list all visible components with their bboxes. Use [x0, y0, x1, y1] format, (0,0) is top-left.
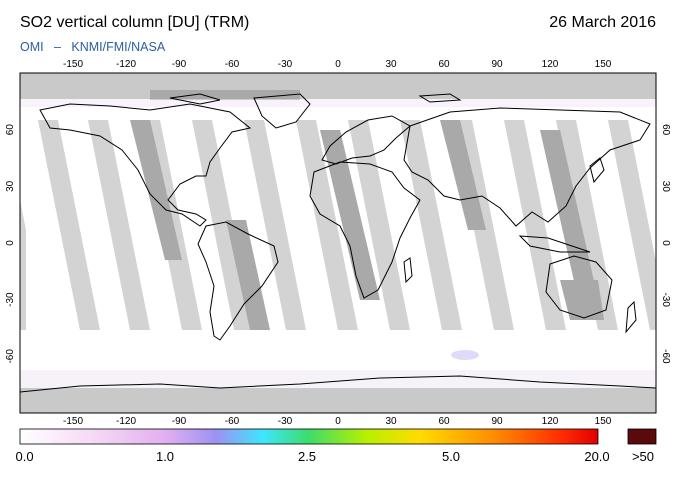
lat-tick-label-left: -60	[5, 349, 16, 364]
lat-tick-label-left: 30	[5, 180, 16, 192]
orbit-gaps-over-land	[130, 90, 604, 330]
map-frame	[19, 72, 657, 414]
lon-tick-label-top: 0	[335, 59, 341, 70]
lon-tick-label-top: -150	[63, 59, 83, 70]
lat-tick-label-left: -30	[5, 292, 16, 307]
colorbar-label: 1.0	[155, 449, 175, 464]
colorbar-overflow-swatch	[627, 428, 657, 445]
lon-tick-label-top: -90	[172, 59, 187, 70]
credit-instrument: OMI	[20, 40, 44, 54]
map-title: SO2 vertical column [DU] (TRM)	[20, 14, 250, 31]
lon-tick-label-bottom: 60	[438, 416, 450, 427]
colorbar-label: 20.0	[584, 449, 610, 464]
lon-tick-label-bottom: 30	[385, 416, 397, 427]
south-no-data	[20, 388, 656, 413]
map-date: 26 March 2016	[549, 14, 656, 31]
lat-tick-label-right: -30	[660, 292, 671, 307]
lon-tick-label-bottom: -90	[172, 416, 187, 427]
polar-noise	[20, 99, 656, 388]
lon-tick-label-bottom: -30	[278, 416, 293, 427]
lon-tick-label-top: 120	[542, 59, 559, 70]
lon-tick-label-bottom: 90	[491, 416, 503, 427]
lon-tick-label-top: -30	[278, 59, 293, 70]
lon-tick-label-top: 90	[491, 59, 503, 70]
axis-ticks: -150 -150 -120 -120 -90 -90 -60 -60 -30 -30 0 0 30 30…	[5, 59, 671, 427]
north-no-data	[20, 73, 656, 99]
colorbar-overflow-label: >50	[631, 449, 655, 464]
coastlines	[20, 93, 656, 393]
lon-tick-label-bottom: 150	[595, 416, 612, 427]
lat-tick-label-left: 0	[5, 240, 16, 246]
data-credit: OMI – KNMI/FMI/NASA	[20, 40, 165, 54]
lat-tick-label-right: 30	[660, 181, 671, 193]
lon-tick-label-top: 30	[385, 59, 397, 70]
lat-tick-label-right: -60	[660, 349, 671, 364]
lon-tick-label-top: 60	[438, 59, 450, 70]
lon-tick-label-top: -120	[116, 59, 136, 70]
lon-tick-label-bottom: -150	[63, 416, 83, 427]
lon-tick-label-bottom: 120	[542, 416, 559, 427]
lon-tick-label-bottom: 0	[335, 416, 341, 427]
lon-tick-label-bottom: -120	[116, 416, 136, 427]
lon-tick-label-top: -60	[225, 59, 240, 70]
colorbar-label: 5.0	[441, 449, 461, 464]
colorbar-label: 2.5	[297, 449, 317, 464]
lon-tick-label-top: 150	[595, 59, 612, 70]
lon-tick-label-bottom: -60	[225, 416, 240, 427]
lat-tick-label-right: 0	[660, 240, 671, 246]
credit-agencies: KNMI/FMI/NASA	[71, 40, 166, 54]
colorbar	[19, 428, 599, 445]
lat-tick-label-left: 60	[5, 124, 16, 136]
lat-tick-label-right: 60	[660, 124, 671, 136]
credit-separator: –	[54, 40, 61, 54]
colorbar-label: 0.0	[15, 449, 34, 464]
